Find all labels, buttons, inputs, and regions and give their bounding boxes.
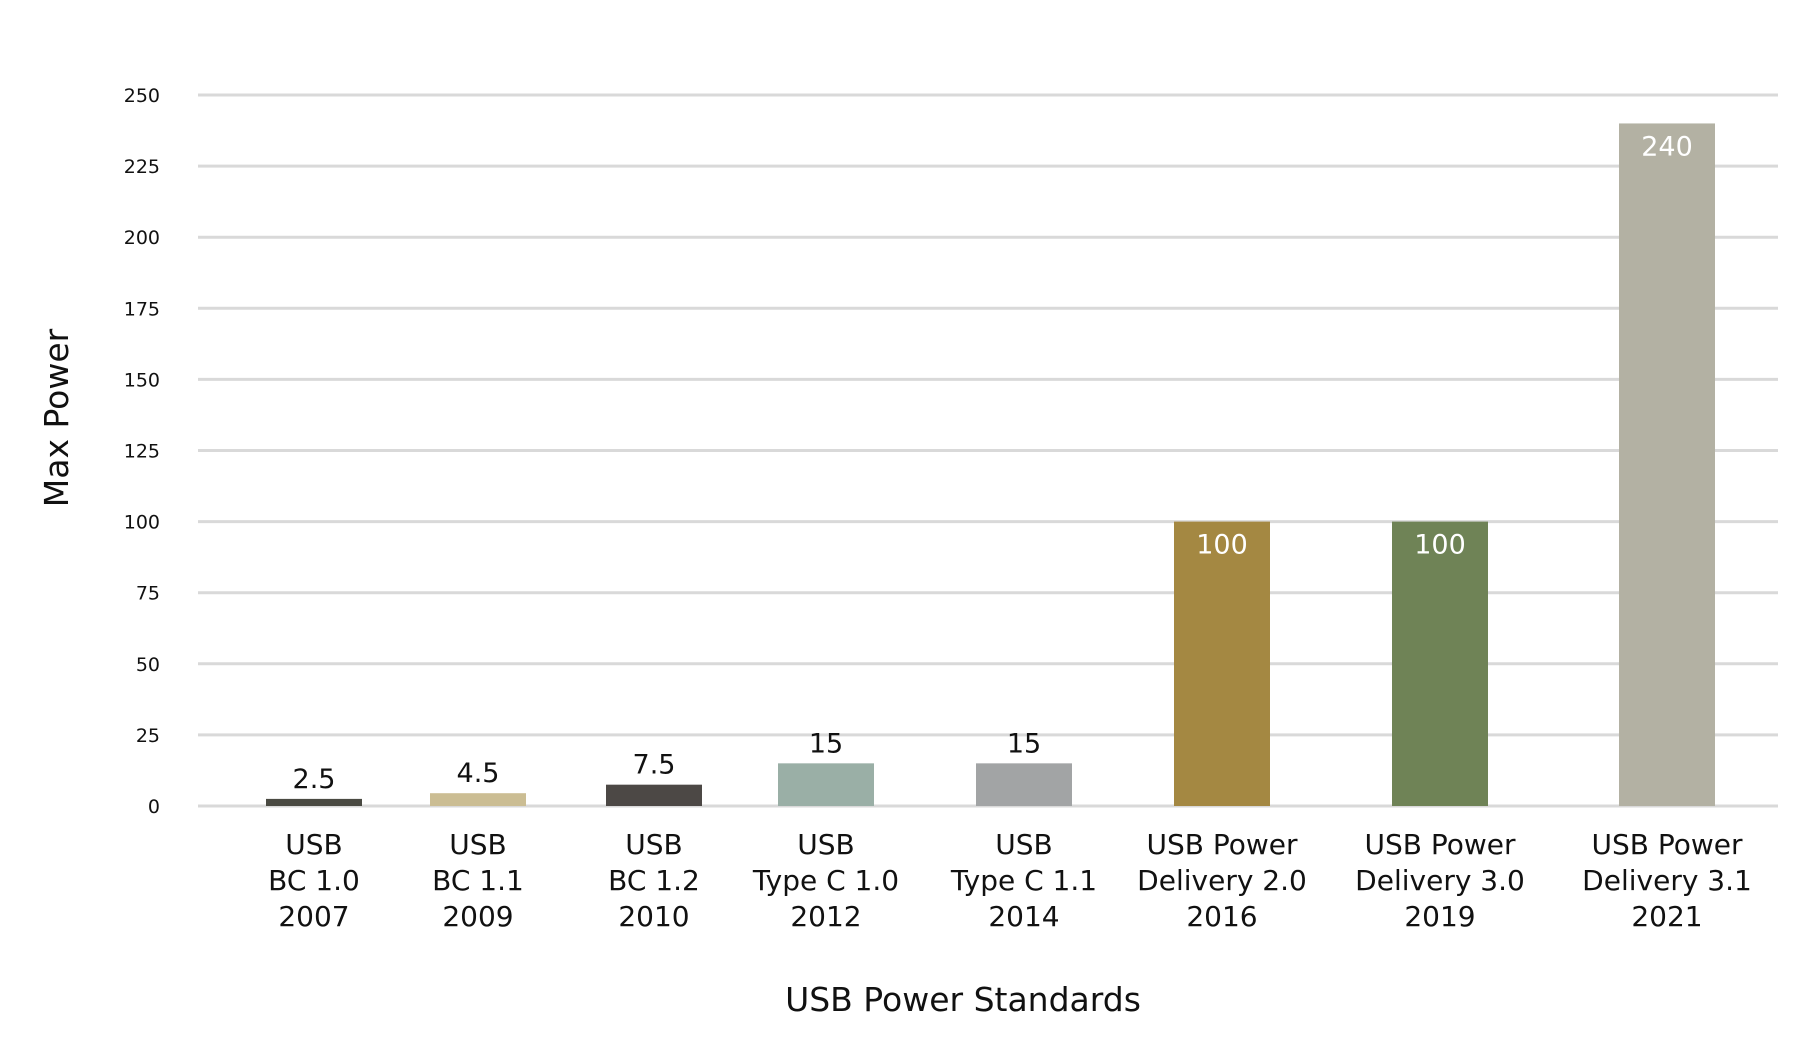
y-tick-label: 250	[124, 85, 160, 107]
y-axis-title: Max Power	[37, 328, 76, 507]
x-category-label: USB Type C 1.0 2012	[752, 828, 899, 933]
x-category-label: USB Type C 1.1 2014	[950, 828, 1097, 933]
bar	[266, 798, 362, 806]
x-category-label: USB BC 1.1 2009	[432, 828, 524, 933]
y-tick-label: 225	[124, 156, 160, 178]
x-category-label: USB Power Delivery 2.0 2016	[1137, 828, 1307, 933]
data-labels: 2.5 4.5 7.5 15 15 100 100 240	[293, 131, 1693, 794]
y-tick-label: 175	[124, 298, 160, 320]
x-category-label: USB BC 1.0 2007	[268, 828, 360, 933]
y-tick-label: 125	[124, 441, 160, 463]
bar	[778, 763, 874, 806]
bar	[976, 763, 1072, 806]
y-tick-label: 150	[124, 369, 160, 391]
y-tick-label: 50	[136, 654, 160, 676]
data-label: 240	[1641, 131, 1693, 162]
y-tick-label: 25	[136, 725, 160, 747]
x-category-label: USB Power Delivery 3.0 2019	[1355, 828, 1525, 933]
y-tick-label: 0	[148, 796, 160, 818]
x-category-label: USB Power Delivery 3.1 2021	[1582, 828, 1752, 933]
bar	[430, 793, 526, 806]
data-label: 2.5	[293, 764, 336, 795]
data-label: 7.5	[633, 750, 676, 781]
gridlines	[198, 93, 1778, 808]
data-label: 15	[809, 728, 843, 759]
data-label: 100	[1196, 530, 1248, 561]
x-axis-title: USB Power Standards	[785, 980, 1141, 1019]
y-tick-label: 75	[136, 583, 160, 605]
bars	[266, 123, 1715, 806]
y-tick-label: 100	[124, 512, 160, 534]
bar	[606, 784, 702, 806]
x-category-label: USB BC 1.2 2010	[608, 828, 700, 933]
bar	[1619, 123, 1715, 806]
data-label: 100	[1414, 530, 1466, 561]
bar	[1392, 521, 1488, 806]
data-label: 15	[1007, 728, 1041, 759]
bar	[1174, 521, 1270, 806]
y-tick-label: 200	[124, 227, 160, 249]
x-axis-category-labels: USB BC 1.0 2007 USB BC 1.1 2009 USB BC 1.2 2010 U…	[268, 828, 1752, 933]
data-label: 4.5	[457, 758, 500, 789]
y-axis-tick-labels: 0 25 50 75 100 125 150 175 200 225 250	[124, 85, 160, 818]
